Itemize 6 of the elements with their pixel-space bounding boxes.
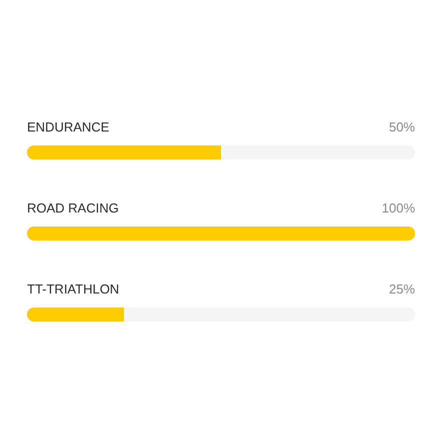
data-label: 100% [382, 200, 416, 216]
y-tick-label: ENDURANCE [27, 120, 110, 134]
y-tick-label: ROAD RACING [27, 200, 119, 216]
data-label: 25% [388, 282, 416, 296]
y-tick-label: TT-TRIATHLON [27, 282, 120, 296]
data-label: 50% [388, 120, 416, 134]
